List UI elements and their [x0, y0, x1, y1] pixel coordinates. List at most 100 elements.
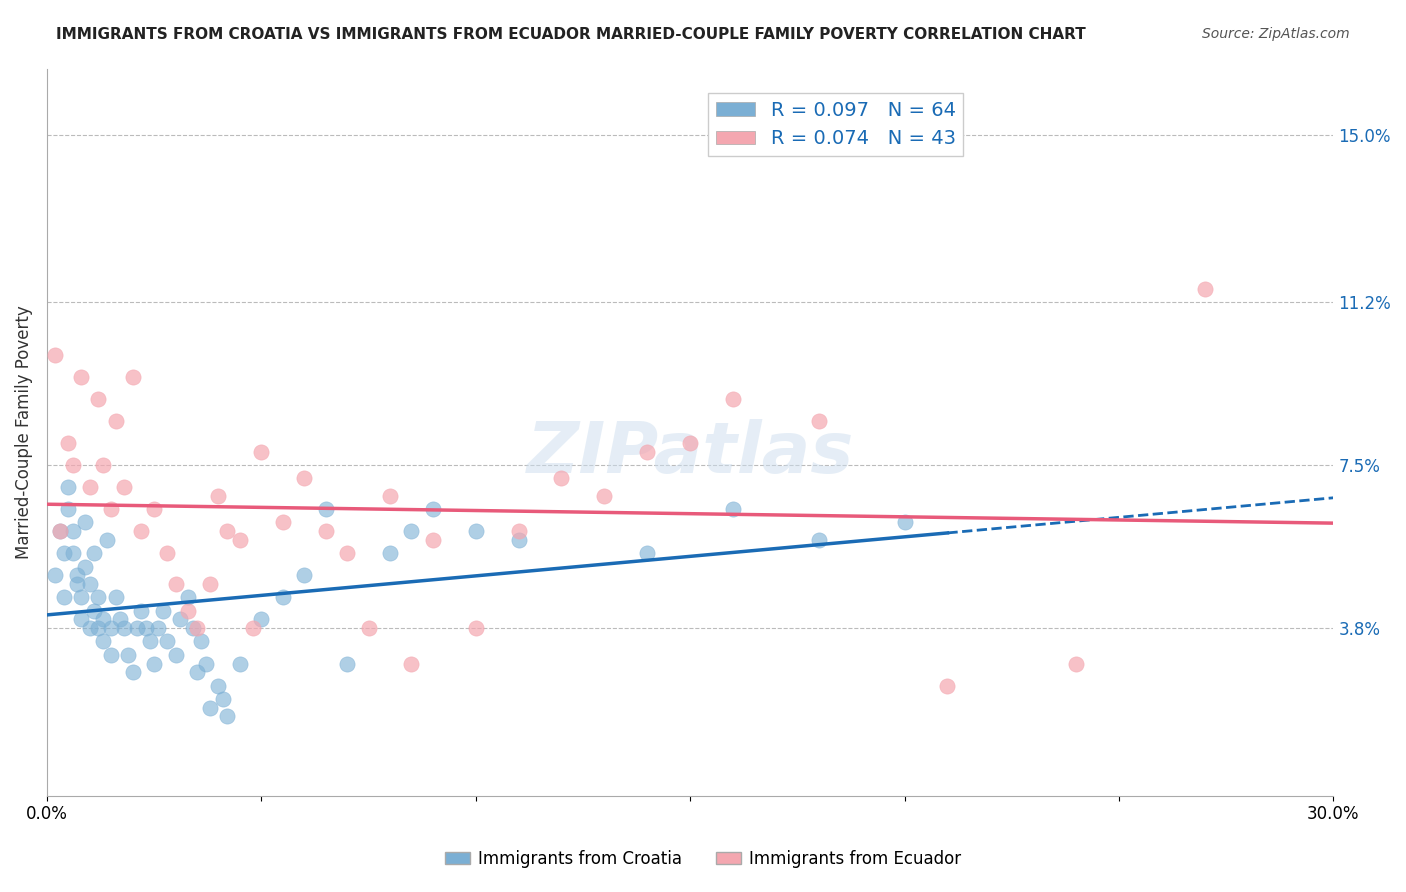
Point	[44, 348, 66, 362]
Point	[83, 604, 105, 618]
Point	[1064, 657, 1087, 671]
Point	[271, 516, 294, 530]
Point	[143, 502, 166, 516]
Point	[679, 436, 702, 450]
Point	[48, 524, 70, 539]
Point	[53, 591, 76, 605]
Point	[156, 546, 179, 560]
Point	[422, 533, 444, 548]
Point	[148, 621, 170, 635]
Point	[215, 524, 238, 539]
Text: IMMIGRANTS FROM CROATIA VS IMMIGRANTS FROM ECUADOR MARRIED-COUPLE FAMILY POVERTY: IMMIGRANTS FROM CROATIA VS IMMIGRANTS FR…	[56, 27, 1085, 42]
Point	[336, 657, 359, 671]
Point	[75, 559, 97, 574]
Point	[508, 533, 530, 548]
Point	[79, 577, 101, 591]
Point	[378, 546, 401, 560]
Point	[315, 524, 337, 539]
Point	[893, 516, 915, 530]
Point	[508, 524, 530, 539]
Point	[129, 524, 152, 539]
Point	[100, 621, 122, 635]
Point	[315, 502, 337, 516]
Point	[87, 392, 110, 406]
Point	[636, 546, 658, 560]
Point	[83, 546, 105, 560]
Point	[66, 577, 89, 591]
Point	[165, 577, 187, 591]
Point	[58, 480, 80, 494]
Point	[401, 657, 423, 671]
Point	[292, 471, 315, 485]
Point	[250, 445, 273, 459]
Y-axis label: Married-Couple Family Poverty: Married-Couple Family Poverty	[15, 305, 32, 559]
Point	[58, 436, 80, 450]
Point	[121, 370, 143, 384]
Point	[186, 665, 208, 680]
Point	[75, 516, 97, 530]
Point	[62, 546, 84, 560]
Point	[100, 648, 122, 662]
Point	[91, 458, 114, 473]
Point	[165, 648, 187, 662]
Point	[62, 524, 84, 539]
Point	[112, 480, 135, 494]
Point	[292, 568, 315, 582]
Point	[112, 621, 135, 635]
Text: Source: ZipAtlas.com: Source: ZipAtlas.com	[1202, 27, 1350, 41]
Point	[357, 621, 380, 635]
Point	[87, 621, 110, 635]
Point	[194, 657, 217, 671]
Point	[53, 546, 76, 560]
Point	[44, 568, 66, 582]
Point	[79, 480, 101, 494]
Point	[550, 471, 572, 485]
Point	[125, 621, 148, 635]
Point	[229, 533, 252, 548]
Point	[129, 604, 152, 618]
Point	[58, 502, 80, 516]
Point	[271, 591, 294, 605]
Point	[156, 634, 179, 648]
Point	[186, 621, 208, 635]
Point	[207, 489, 229, 503]
Point	[79, 621, 101, 635]
Point	[152, 604, 174, 618]
Point	[198, 577, 221, 591]
Point	[62, 458, 84, 473]
Point	[721, 502, 744, 516]
Point	[177, 591, 200, 605]
Point	[807, 414, 830, 428]
Point	[464, 524, 486, 539]
Point	[70, 612, 93, 626]
Point	[143, 657, 166, 671]
Point	[198, 700, 221, 714]
Point	[96, 533, 118, 548]
Point	[70, 370, 93, 384]
Point	[108, 612, 131, 626]
Point	[117, 648, 139, 662]
Point	[169, 612, 191, 626]
Point	[207, 679, 229, 693]
Text: ZIPatlas: ZIPatlas	[526, 419, 853, 489]
Point	[177, 604, 200, 618]
Point	[87, 591, 110, 605]
Point	[1194, 282, 1216, 296]
Point	[104, 414, 127, 428]
Point	[229, 657, 252, 671]
Point	[181, 621, 204, 635]
Point	[215, 709, 238, 723]
Point	[936, 679, 959, 693]
Point	[250, 612, 273, 626]
Point	[66, 568, 89, 582]
Point	[211, 691, 233, 706]
Point	[91, 634, 114, 648]
Point	[91, 612, 114, 626]
Point	[121, 665, 143, 680]
Point	[336, 546, 359, 560]
Legend: Immigrants from Croatia, Immigrants from Ecuador: Immigrants from Croatia, Immigrants from…	[439, 844, 967, 875]
Point	[48, 524, 70, 539]
Point	[593, 489, 616, 503]
Point	[401, 524, 423, 539]
Point	[134, 621, 156, 635]
